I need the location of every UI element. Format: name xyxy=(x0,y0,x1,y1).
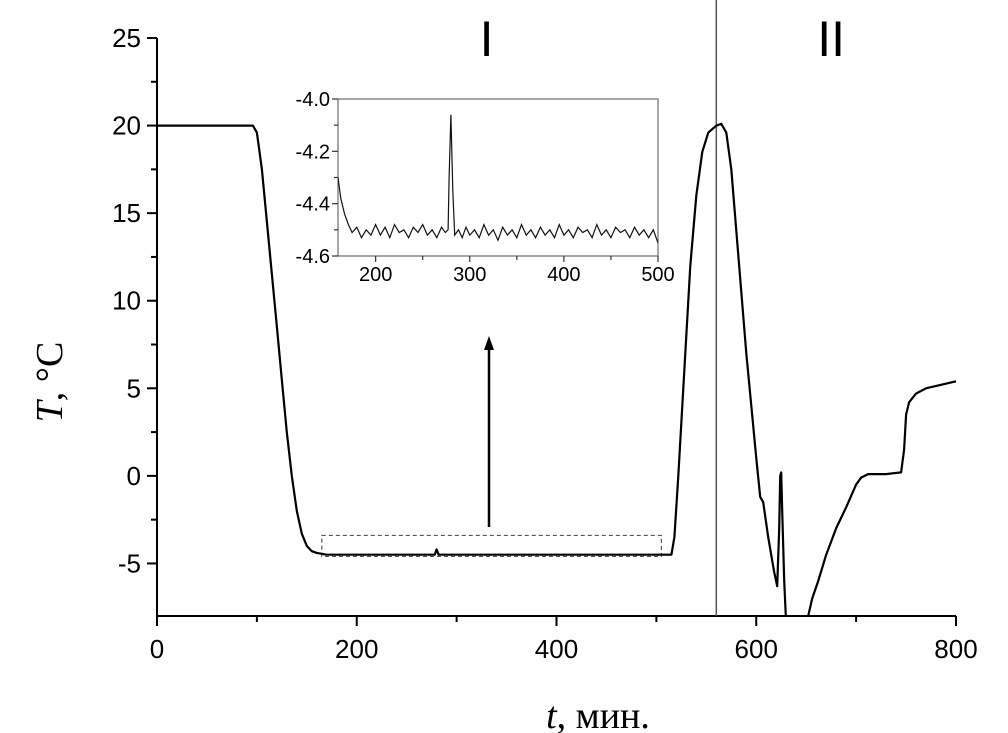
x-tick-label: 600 xyxy=(735,634,778,664)
series-line-2 xyxy=(807,380,957,616)
y-tick-label: -5 xyxy=(118,548,141,578)
y-axis-unit: , °C xyxy=(29,342,71,402)
region-label-1: I xyxy=(480,11,494,67)
x-tick-label: 400 xyxy=(535,634,578,664)
y-tick-label: 20 xyxy=(112,111,141,141)
x-axis-var: t xyxy=(546,695,558,733)
inset-y-tick-label: -4.4 xyxy=(296,194,330,216)
x-axis-title: t, мин. xyxy=(546,695,650,733)
inset-frame xyxy=(337,98,659,257)
y-tick-label: 25 xyxy=(112,23,141,53)
y-axis-var: T xyxy=(29,398,71,422)
inset-plot: 200 300 400 500 -4.0 -4.2 -4.4 -4.6 xyxy=(296,89,675,286)
inset-x-tick-label: 300 xyxy=(453,264,486,286)
inset-y-tick-label: -4.0 xyxy=(296,89,330,111)
x-tick-label: 800 xyxy=(934,634,977,664)
inset-series-line xyxy=(338,114,658,244)
y-tick-label: 0 xyxy=(127,461,141,491)
inset-y-tick-label: -4.2 xyxy=(296,141,330,163)
x-axis-unit: , мин. xyxy=(557,695,650,733)
arrow-head xyxy=(484,336,494,350)
inset-x-tick-label: 200 xyxy=(359,264,392,286)
x-tick-label: 200 xyxy=(335,634,378,664)
y-tick-label: 15 xyxy=(112,198,141,228)
inset-y-tick-label: -4.6 xyxy=(296,246,330,268)
x-tick-label: 0 xyxy=(150,634,164,664)
inset-x-tick-label: 400 xyxy=(547,264,580,286)
y-tick-label: 10 xyxy=(112,286,141,316)
inset-x-tick-label: 500 xyxy=(641,264,674,286)
region-label-2: II xyxy=(817,11,845,67)
y-tick-label: 5 xyxy=(127,373,141,403)
series-line-1 xyxy=(157,122,787,616)
zoom-region-box xyxy=(321,534,662,558)
y-axis-title: T, °C xyxy=(29,342,71,423)
